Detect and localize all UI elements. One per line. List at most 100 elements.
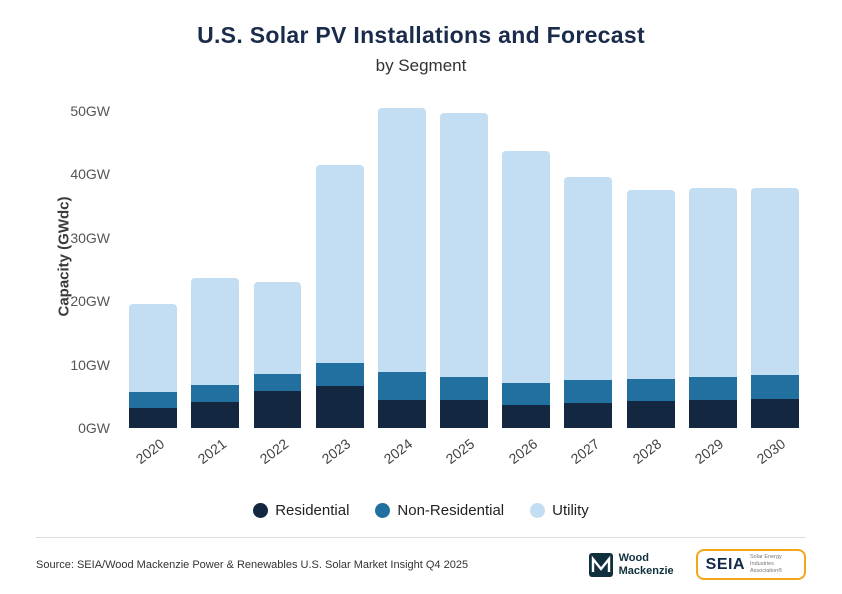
bar-segment-utility	[129, 304, 178, 393]
bar-segment-utility	[626, 190, 675, 379]
x-tick-label: 2028	[629, 435, 665, 467]
x-tick-label: 2025	[443, 435, 478, 467]
bar-segment-residential	[751, 398, 799, 428]
x-tick-2020: 2020	[122, 428, 184, 476]
y-tick-label: 30GW	[70, 229, 110, 246]
x-tick-label: 2026	[505, 435, 540, 467]
legend-item-utility: Utility	[530, 502, 589, 519]
legend-dot	[375, 502, 391, 518]
wood-mackenzie-logo: Wood Mackenzie	[588, 552, 674, 577]
bar-segment-residential	[688, 400, 737, 428]
legend-item-non-residential: Non-Residential	[375, 502, 504, 519]
bar-stack	[191, 277, 240, 428]
source-note: Source: SEIA/Wood Mackenzie Power & Rene…	[36, 558, 469, 571]
bar-column-2025	[433, 98, 495, 428]
x-tick-2027: 2027	[557, 428, 619, 476]
bar-column-2029	[682, 98, 744, 428]
x-axis-labels: 2020 2021 2022 2023 2024 2025 2026 2027 2028 2029…	[122, 428, 806, 476]
x-tick-2028: 2028	[620, 428, 682, 476]
chart-subtitle: by Segment	[375, 56, 467, 75]
bar-segment-non-residential	[751, 375, 799, 399]
bar-column-2027	[557, 98, 619, 428]
bar-segment-utility	[191, 277, 240, 385]
plot-area	[122, 98, 806, 428]
bar-stack	[253, 282, 302, 428]
bar-column-2023	[309, 98, 371, 428]
x-tick-label: 2030	[754, 435, 789, 467]
bar-stack	[377, 107, 426, 428]
bar-segment-utility	[253, 282, 302, 375]
chart-legend: Residential Non-Residential Utility	[36, 495, 806, 525]
wood-mackenzie-wordmark: Wood Mackenzie	[619, 552, 674, 577]
wood-mackenzie-line2: Mackenzie	[618, 564, 674, 577]
bar-segment-utility	[315, 164, 364, 364]
bar-column-2028	[620, 98, 682, 428]
x-tick-label: 2021	[194, 435, 229, 467]
bar-segment-residential	[191, 401, 240, 428]
bar-segment-non-residential	[502, 382, 551, 405]
bar-stack	[688, 188, 737, 428]
y-tick-label: 10GW	[70, 356, 110, 373]
bar-stack	[440, 112, 488, 428]
bar-segment-non-residential	[626, 378, 675, 402]
x-tick-label: 2020	[132, 435, 167, 467]
bar-stack	[564, 177, 613, 428]
x-tick-2029: 2029	[682, 428, 744, 476]
bar-segment-residential	[377, 400, 426, 428]
x-tick-2026: 2026	[495, 428, 557, 476]
bar-segment-non-residential	[377, 372, 426, 401]
bar-stack	[626, 190, 675, 428]
bar-segment-non-residential	[440, 376, 488, 401]
bar-segment-residential	[440, 400, 488, 428]
bar-column-2026	[495, 98, 557, 428]
y-tick-label: 0GW	[78, 420, 110, 436]
bar-segment-residential	[564, 403, 613, 428]
bar-segment-residential	[502, 404, 551, 428]
bar-segment-residential	[626, 401, 675, 428]
y-tick-label: 20GW	[70, 293, 110, 310]
wood-mackenzie-line1: Wood	[618, 552, 649, 565]
bar-segment-non-residential	[315, 363, 364, 387]
x-tick-label: 2022	[256, 435, 292, 467]
x-tick-label: 2027	[567, 435, 603, 467]
bar-segment-residential	[129, 407, 178, 428]
bar-column-2021	[184, 98, 246, 428]
bar-segment-utility	[751, 188, 799, 376]
seia-wordmark: SEIA	[705, 555, 745, 573]
bar-column-2020	[122, 98, 184, 428]
x-tick-2023: 2023	[309, 428, 371, 476]
y-axis-ticks: 0GW 10GW 20GW 30GW 40GW 50GW	[64, 98, 122, 436]
y-tick-label: 50GW	[70, 102, 110, 119]
x-tick-label: 2024	[380, 435, 416, 467]
bar-segment-non-residential	[129, 392, 178, 408]
legend-label: Residential	[275, 501, 350, 519]
footer-logos: Wood Mackenzie SEIA Solar Energy Industr…	[588, 549, 806, 580]
bar-segment-non-residential	[253, 374, 302, 391]
x-tick-label: 2029	[691, 435, 727, 467]
bar-segment-non-residential	[688, 377, 737, 401]
bar-column-2022	[246, 98, 308, 428]
bar-segment-utility	[502, 151, 551, 383]
x-tick-label: 2023	[318, 435, 354, 467]
x-tick-2030: 2030	[744, 428, 806, 476]
plot-row: 0GW 10GW 20GW 30GW 40GW 50GW	[64, 98, 806, 436]
plot-column: 0GW 10GW 20GW 30GW 40GW 50GW 2020 2021 2022 2023…	[64, 98, 806, 491]
x-tick-2022: 2022	[246, 428, 308, 476]
legend-item-residential: Residential	[253, 502, 349, 519]
x-tick-2025: 2025	[433, 428, 495, 476]
bar-segment-utility	[377, 107, 426, 373]
bar-segment-non-residential	[191, 384, 240, 402]
x-tick-2024: 2024	[371, 428, 433, 476]
bar-column-2024	[371, 98, 433, 428]
bar-segment-non-residential	[564, 379, 613, 404]
wood-mackenzie-mark-icon	[588, 552, 613, 577]
legend-dot	[253, 502, 269, 518]
bar-column-2030	[744, 98, 806, 428]
seia-logo: SEIA Solar Energy Industries Association…	[695, 549, 806, 580]
bar-segment-utility	[564, 177, 613, 380]
footer: Source: SEIA/Wood Mackenzie Power & Rene…	[36, 537, 806, 580]
bar-segment-residential	[315, 386, 364, 428]
y-tick-label: 40GW	[70, 166, 110, 183]
bar-stack	[315, 164, 364, 428]
